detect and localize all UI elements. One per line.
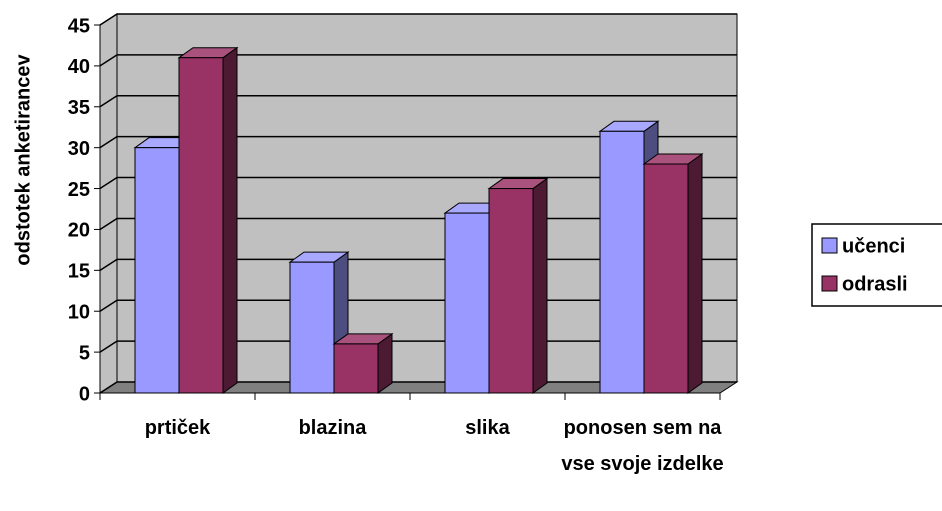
y-tick-label: 15 [68,261,90,283]
y-tick-label: 40 [68,56,90,78]
bar-side [532,177,548,394]
y-tick-label: 5 [79,342,90,364]
legend-swatch [821,237,838,254]
legend-swatch [821,275,838,292]
y-tick-label: 25 [68,179,90,201]
x-tick-label: blazina [298,417,367,439]
bar [444,212,490,394]
grid-line [99,54,737,67]
y-axis-label: odstotek anketirancev [12,54,34,266]
bar [289,261,335,394]
y-tick-label: 0 [79,383,90,405]
x-tick-label: slika [465,417,510,439]
grid-line [99,176,737,190]
legend-label: učenci [842,235,905,257]
bar [599,130,645,394]
bar-side [687,153,703,394]
side-wall [99,13,118,394]
y-tick-label: 30 [68,138,90,160]
bar [134,147,180,394]
bar [643,163,689,394]
grid-line [99,95,737,108]
x-tick-label: ponosen sem na vse svoje izdelke [561,417,724,475]
bar [488,188,534,394]
y-tick-label: 45 [68,15,90,37]
grid-line [99,135,737,149]
y-tick-label: 35 [68,97,90,119]
y-tick-label: 20 [68,220,90,242]
bar-side [222,46,238,394]
bar [333,343,379,394]
bar [178,57,224,394]
x-tick-label: prtiček [144,417,211,439]
y-tick-label: 10 [68,302,90,324]
grid-line [99,13,737,26]
legend-label: odrasli [842,273,908,295]
